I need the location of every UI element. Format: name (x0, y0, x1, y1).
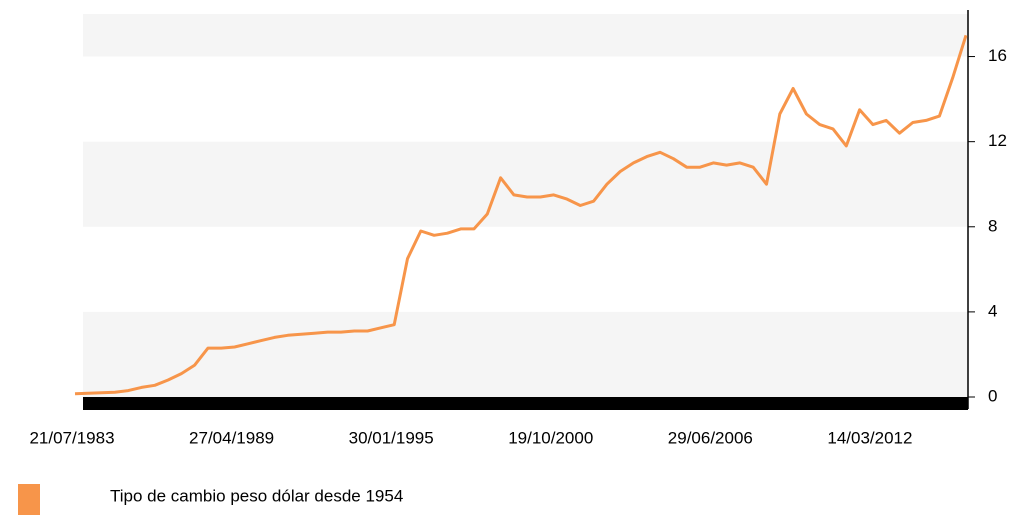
grid-band (83, 311, 968, 397)
legend-swatch (18, 484, 40, 515)
x-tick-label: 21/07/1983 (29, 428, 114, 447)
y-tick-label: 8 (988, 216, 997, 235)
line (74, 34, 968, 396)
x-axis (83, 397, 968, 410)
y-tick-label: 16 (988, 46, 1007, 65)
y-tick-label: 4 (988, 301, 997, 320)
x-tick-label: 30/01/1995 (349, 428, 434, 447)
y-tick-label: 0 (988, 386, 997, 405)
grid-band (83, 141, 968, 227)
x-tick-label: 29/06/2006 (668, 428, 753, 447)
grid-band (83, 14, 968, 57)
legend-label: Tipo de cambio peso dólar desde 1954 (110, 486, 403, 505)
x-tick-label: 27/04/1989 (189, 428, 274, 447)
y-tick-label: 12 (988, 131, 1007, 150)
x-tick-label: 14/03/2012 (827, 428, 912, 447)
x-tick-label: 19/10/2000 (508, 428, 593, 447)
